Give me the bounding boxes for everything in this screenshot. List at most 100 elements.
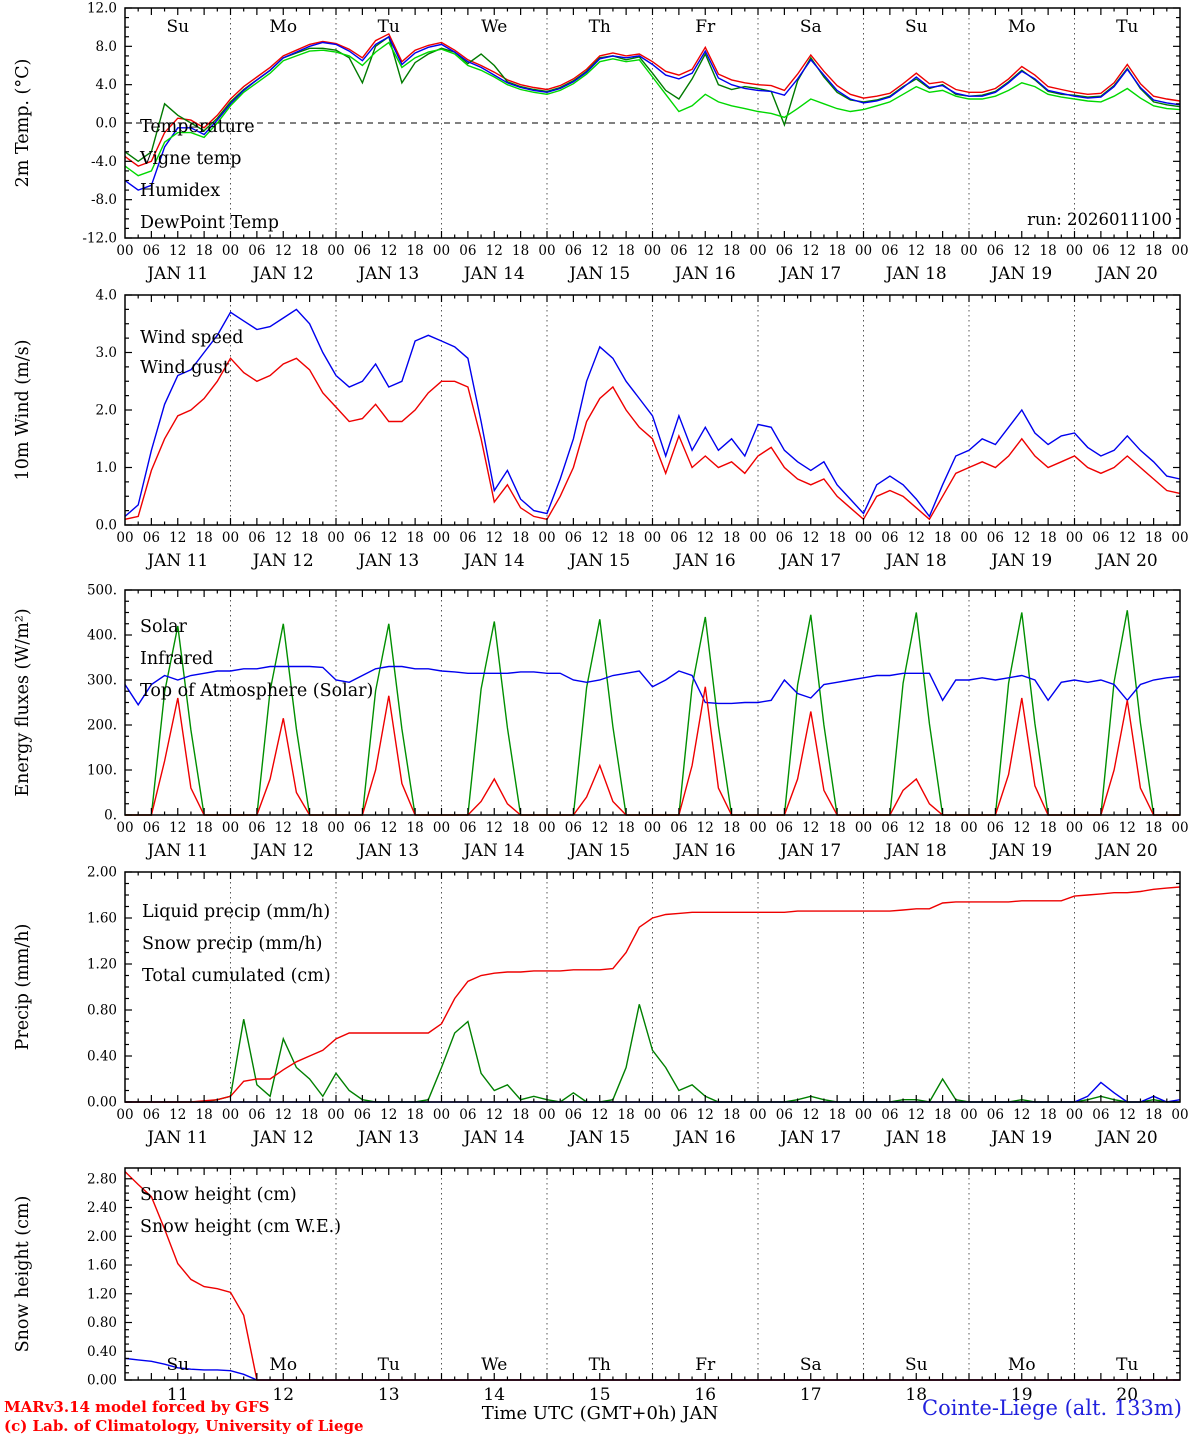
hour-tick-label: 12	[380, 243, 397, 259]
hour-tick-label: 18	[196, 530, 213, 546]
panel-temperature: 12.0 8.0 4.0 0.0 -4.0 -8.0 -12.0 2m Temp. (°C) T…	[13, 1, 1189, 285]
legend-temperature-1: Vigne temp	[139, 149, 242, 169]
hour-tick-label: 06	[248, 530, 265, 546]
date-label: JAN 15	[567, 1128, 630, 1148]
date-number-label: 17	[800, 1385, 822, 1405]
hour-tick-label: 12	[1119, 530, 1136, 546]
series-temperature	[124, 32, 1181, 167]
y-tick-label: 0.80	[87, 1003, 117, 1019]
hour-tick-label: 00	[1171, 243, 1188, 259]
hour-tick-label: 06	[459, 820, 476, 836]
legend-snow-height-0: Snow height (cm)	[140, 1185, 297, 1205]
y-tick-label: 0.0	[96, 116, 117, 132]
hour-tick-label: 06	[670, 530, 687, 546]
hour-tick-label: 18	[1040, 820, 1057, 836]
date-number-label: 11	[167, 1385, 189, 1405]
hour-tick-label: 06	[987, 820, 1004, 836]
hour-tick-label: 06	[1092, 1107, 1109, 1123]
date-label: JAN 17	[778, 551, 841, 571]
legend-energy-fluxes-1: Infrared	[140, 649, 213, 669]
panel-wind: 4.0 3.0 2.0 1.0 0.0 10m Wind (m/s) Wind speed W…	[13, 288, 1189, 572]
date-label: JAN 20	[1095, 551, 1158, 571]
legend-precip-0: Liquid precip (mm/h)	[142, 902, 330, 922]
series-wind-speed	[124, 357, 1181, 521]
series-humidex	[124, 35, 1181, 191]
hour-tick-label: 06	[248, 243, 265, 259]
hour-tick-label: 18	[618, 243, 635, 259]
hour-tick-label: 00	[433, 1107, 450, 1123]
weekday-label: Sa	[800, 1355, 822, 1375]
hour-tick-label: 00	[116, 243, 133, 259]
hour-tick-label: 06	[670, 820, 687, 836]
hour-tick-label: 12	[275, 1107, 292, 1123]
hour-tick-label: 18	[196, 243, 213, 259]
hour-tick-label: 18	[934, 1107, 951, 1123]
date-label: JAN 14	[462, 551, 525, 571]
hour-tick-label: 12	[908, 530, 925, 546]
hour-tick-label: 12	[802, 243, 819, 259]
date-label: JAN 11	[145, 264, 208, 284]
hour-tick-label: 18	[1145, 1107, 1162, 1123]
date-label: JAN 19	[989, 1128, 1052, 1148]
date-label: JAN 14	[462, 841, 525, 861]
hour-tick-label: 00	[1066, 243, 1083, 259]
hour-tick-label: 12	[275, 530, 292, 546]
hour-tick-label: 00	[327, 530, 344, 546]
hour-tick-label: 12	[697, 530, 714, 546]
hour-tick-label: 06	[143, 530, 160, 546]
hour-tick-label: 00	[116, 530, 133, 546]
date-label: JAN 15	[567, 264, 630, 284]
hour-tick-label: 12	[591, 530, 608, 546]
y-tick-label: 1.20	[87, 1286, 117, 1302]
y-axis-title-wind: 10m Wind (m/s)	[13, 340, 33, 481]
hour-tick-label: 06	[1092, 530, 1109, 546]
weekday-label: We	[481, 17, 507, 37]
hour-tick-label: 06	[565, 243, 582, 259]
series-infrared	[124, 665, 1181, 707]
hour-tick-label: 06	[354, 243, 371, 259]
hour-tick-label: 00	[855, 820, 872, 836]
date-label: JAN 12	[251, 841, 314, 861]
hour-tick-label: 18	[1145, 820, 1162, 836]
hour-tick-label: 12	[169, 243, 186, 259]
date-label: JAN 17	[778, 841, 841, 861]
hour-tick-label: 06	[248, 820, 265, 836]
hour-tick-label: 12	[169, 530, 186, 546]
hour-tick-label: 06	[881, 820, 898, 836]
hour-tick-label: 00	[644, 243, 661, 259]
y-tick-label: 12.0	[87, 1, 117, 17]
hour-tick-label: 18	[407, 243, 424, 259]
y-tick-label: 2.00	[87, 1229, 117, 1245]
date-label: JAN 16	[673, 551, 736, 571]
station-label: Cointe-Liege (alt. 133m)	[922, 1396, 1182, 1420]
hour-tick-label: 12	[486, 1107, 503, 1123]
weekday-label: Tu	[378, 1355, 400, 1375]
date-label: JAN 18	[884, 551, 947, 571]
hour-tick-label: 12	[1013, 820, 1030, 836]
date-label: JAN 13	[356, 1128, 419, 1148]
legend-precip-2: Total cumulated (cm)	[142, 966, 331, 986]
hour-tick-label: 00	[222, 530, 239, 546]
panel-snow-height: 2.80 2.40 2.00 1.60 1.20 0.80 0.40 0.00 Snow hei…	[13, 1167, 1181, 1405]
hour-tick-label: 00	[433, 243, 450, 259]
hour-tick-label: 12	[697, 1107, 714, 1123]
hour-tick-label: 12	[380, 1107, 397, 1123]
date-number-label: 19	[1011, 1385, 1033, 1405]
hour-tick-label: 00	[116, 820, 133, 836]
date-label: JAN 16	[673, 841, 736, 861]
hour-tick-label: 06	[987, 530, 1004, 546]
date-label: JAN 15	[567, 841, 630, 861]
hour-tick-label: 06	[776, 530, 793, 546]
date-label: JAN 18	[884, 841, 947, 861]
hour-tick-label: 12	[1013, 530, 1030, 546]
hour-tick-label: 18	[512, 530, 529, 546]
weekday-label: Th	[589, 17, 611, 37]
legend-wind-1: Wind gust	[140, 358, 230, 378]
legend-energy-fluxes-2: Top of Atmosphere (Solar)	[140, 681, 373, 701]
run-label: run: 2026011100	[1027, 210, 1172, 229]
hour-tick-label: 12	[1119, 820, 1136, 836]
legend-wind-0: Wind speed	[140, 328, 243, 348]
hour-tick-label: 18	[301, 1107, 318, 1123]
y-tick-label: 2.0	[96, 403, 117, 419]
